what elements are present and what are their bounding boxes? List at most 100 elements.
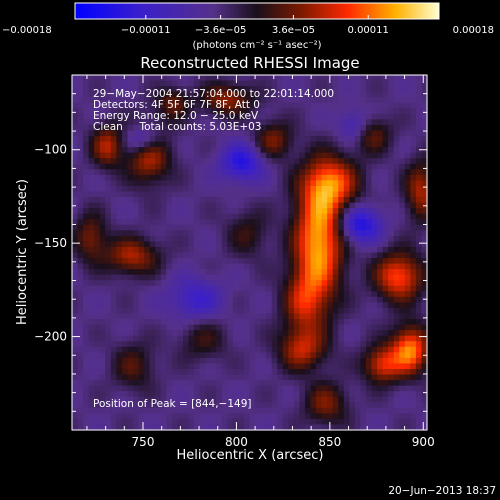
heatmap-cell bbox=[260, 407, 267, 414]
heatmap-cell bbox=[327, 102, 334, 109]
heatmap-cell bbox=[199, 418, 206, 426]
heatmap-cell bbox=[377, 319, 384, 326]
heatmap-cell bbox=[382, 418, 389, 426]
heatmap-cell bbox=[338, 213, 345, 220]
heatmap-cell bbox=[304, 324, 312, 331]
heatmap-cell bbox=[210, 119, 217, 126]
heatmap-cell bbox=[205, 263, 212, 270]
heatmap-cell bbox=[388, 269, 395, 276]
heatmap-cell bbox=[255, 191, 262, 198]
heatmap-cell bbox=[127, 235, 134, 243]
heatmap-cell bbox=[277, 202, 284, 209]
heatmap-cell bbox=[72, 396, 79, 403]
heatmap-cell bbox=[99, 413, 106, 420]
heatmap-cell bbox=[377, 241, 384, 248]
heatmap-cell bbox=[216, 313, 223, 320]
heatmap-cell bbox=[155, 341, 162, 348]
heatmap-cell bbox=[338, 224, 345, 231]
heatmap-cell bbox=[249, 208, 256, 215]
heatmap-cell bbox=[110, 285, 117, 292]
heatmap-cell bbox=[121, 108, 129, 115]
heatmap-cell bbox=[410, 402, 417, 409]
heatmap-cell bbox=[221, 130, 228, 137]
heatmap-cell bbox=[205, 252, 212, 259]
heatmap-cell bbox=[393, 158, 400, 165]
heatmap-cell bbox=[216, 147, 223, 154]
heatmap-cell bbox=[260, 202, 267, 209]
heatmap-cell bbox=[77, 307, 84, 315]
heatmap-cell bbox=[288, 352, 295, 359]
heatmap-cell bbox=[316, 319, 323, 326]
heatmap-cell bbox=[227, 391, 234, 398]
heatmap-cell bbox=[338, 136, 345, 143]
heatmap-cell bbox=[321, 163, 328, 170]
heatmap-cell bbox=[388, 108, 395, 115]
heatmap-cell bbox=[177, 124, 184, 132]
heatmap-cell bbox=[99, 302, 106, 309]
heatmap-cell bbox=[72, 158, 79, 165]
heatmap-cell bbox=[354, 169, 362, 176]
heatmap-cell bbox=[410, 136, 417, 143]
heatmap-cell bbox=[404, 136, 411, 143]
heatmap-cell bbox=[177, 330, 184, 337]
heatmap-cell bbox=[116, 258, 123, 265]
heatmap-cell bbox=[354, 119, 362, 126]
heatmap-cell bbox=[421, 302, 428, 309]
heatmap-cell bbox=[221, 258, 228, 265]
heatmap-cell bbox=[99, 258, 106, 265]
heatmap-cell bbox=[177, 296, 184, 304]
heatmap-cell bbox=[316, 185, 323, 193]
heatmap-cell bbox=[205, 391, 212, 398]
heatmap-cell bbox=[388, 224, 395, 231]
heatmap-cell bbox=[371, 241, 378, 248]
heatmap-cell bbox=[116, 368, 123, 376]
heatmap-cell bbox=[144, 191, 151, 198]
heatmap-cell bbox=[94, 368, 101, 376]
heatmap-cell bbox=[354, 180, 362, 187]
heatmap-cell bbox=[205, 136, 212, 143]
heatmap-cell bbox=[349, 280, 356, 287]
heatmap-cell bbox=[260, 291, 267, 298]
heatmap-cell bbox=[310, 75, 317, 82]
heatmap-cell bbox=[199, 252, 206, 259]
heatmap-cell bbox=[77, 136, 84, 143]
heatmap-cell bbox=[282, 141, 289, 148]
heatmap-cell bbox=[360, 124, 367, 132]
heatmap-cell bbox=[133, 391, 140, 398]
heatmap-cell bbox=[110, 108, 117, 115]
heatmap-cell bbox=[243, 213, 251, 220]
heatmap-cell bbox=[166, 319, 173, 326]
heatmap-cell bbox=[238, 152, 245, 159]
heatmap-cell bbox=[205, 202, 212, 209]
heatmap-cell bbox=[232, 335, 240, 342]
heatmap-cell bbox=[110, 269, 117, 276]
heatmap-cell bbox=[304, 280, 312, 287]
heatmap-cell bbox=[177, 319, 184, 326]
heatmap-cell bbox=[371, 130, 378, 137]
heatmap-cell bbox=[182, 241, 190, 248]
heatmap-cell bbox=[388, 97, 395, 104]
heatmap-cell bbox=[243, 219, 251, 226]
heatmap-cell bbox=[110, 86, 117, 93]
heatmap-cell bbox=[77, 141, 84, 148]
heatmap-cell bbox=[182, 280, 190, 287]
heatmap-cell bbox=[382, 130, 389, 137]
heatmap-cell bbox=[99, 202, 106, 209]
heatmap-cell bbox=[249, 108, 256, 115]
heatmap-cell bbox=[221, 307, 228, 315]
heatmap-cell bbox=[72, 180, 79, 187]
heatmap-cell bbox=[349, 319, 356, 326]
heatmap-cell bbox=[221, 385, 228, 392]
heatmap-cell bbox=[121, 213, 129, 220]
heatmap-cell bbox=[288, 363, 295, 370]
heatmap-cell bbox=[382, 230, 389, 237]
heatmap-cell bbox=[338, 330, 345, 337]
heatmap-cell bbox=[171, 380, 178, 387]
heatmap-cell bbox=[177, 191, 184, 198]
heatmap-cell bbox=[105, 402, 112, 409]
heatmap-cell bbox=[377, 363, 384, 370]
heatmap-cell bbox=[415, 119, 423, 126]
heatmap-cell bbox=[304, 108, 312, 115]
heatmap-cell bbox=[110, 75, 117, 82]
heatmap-cell bbox=[354, 424, 362, 431]
